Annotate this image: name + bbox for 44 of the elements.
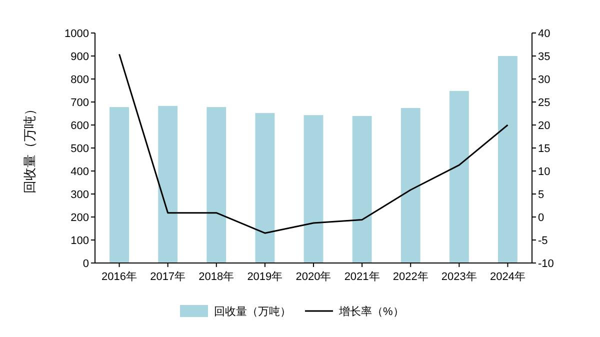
y-tick-label: 800 — [70, 74, 89, 86]
x-tick-label: 2020年 — [296, 271, 332, 283]
bar — [498, 56, 518, 263]
y2-tick-label: 30 — [538, 74, 550, 86]
bar — [206, 107, 226, 263]
y2-tick-label: 0 — [538, 212, 544, 224]
x-tick-label: 2017年 — [150, 271, 186, 283]
y-tick-label: 200 — [70, 212, 89, 224]
bar — [158, 106, 178, 263]
line-series — [118, 53, 508, 234]
y2-tick-label: 25 — [538, 96, 550, 109]
x-tick-label: 2022年 — [392, 271, 428, 283]
y-tick-label: 100 — [70, 234, 89, 247]
y-tick-label: 700 — [70, 96, 89, 109]
y-tick-label: 600 — [70, 120, 89, 132]
y2-tick-label: -5 — [538, 234, 548, 247]
y2-tick-label: 15 — [538, 142, 550, 155]
y2-tick-label: 5 — [538, 188, 544, 201]
x-tick-label: 2016年 — [102, 271, 138, 283]
y-tick-label: 400 — [70, 166, 89, 178]
y2-tick-label: -10 — [538, 258, 554, 270]
y2-tick-label: 35 — [538, 50, 550, 63]
x-tick-label: 2024年 — [490, 271, 526, 283]
y-tick-label: 500 — [70, 142, 89, 155]
legend-label: 增长率（%） — [338, 304, 404, 318]
y2-tick-label: 20 — [538, 120, 550, 132]
y-tick-label: 300 — [70, 188, 89, 201]
bar — [110, 107, 129, 263]
y-tick-label: 0 — [82, 258, 89, 270]
x-tick-label: 2021年 — [344, 271, 380, 283]
y-tick-label: 1000 — [64, 28, 89, 40]
y-axis-title: 回收量（万吨） — [22, 102, 37, 194]
y-tick-label: 900 — [70, 50, 89, 63]
y2-tick-label: 40 — [538, 28, 550, 40]
x-tick-label: 2018年 — [198, 271, 234, 283]
bar — [400, 108, 420, 263]
x-tick-label: 2023年 — [441, 271, 477, 283]
bar — [304, 115, 324, 263]
x-tick-label: 2019年 — [247, 271, 283, 283]
bar — [449, 90, 469, 263]
legend-label: 回收量（万吨） — [214, 304, 291, 318]
y2-tick-label: 10 — [538, 166, 550, 178]
bar — [352, 116, 372, 263]
bar — [255, 113, 275, 263]
